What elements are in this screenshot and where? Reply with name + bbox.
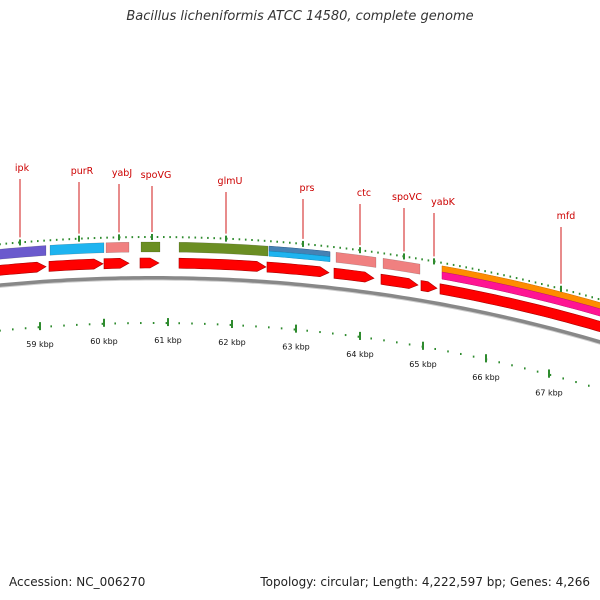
backbone-highlight bbox=[0, 279, 600, 345]
scale-label: 60 kbp bbox=[90, 337, 118, 346]
gene-label-spoVC: spoVC bbox=[392, 192, 422, 203]
feature-bar-spoVG bbox=[140, 241, 161, 253]
cds-arrow-2 bbox=[48, 258, 104, 272]
scale-label: 66 kbp bbox=[472, 373, 500, 382]
cds-arrow-7 bbox=[333, 267, 375, 283]
cds-arrow-4 bbox=[139, 257, 160, 269]
feature-bar-yabJ bbox=[105, 241, 130, 253]
scale-label: 62 kbp bbox=[218, 338, 246, 347]
feature-bar-mfd-bottom bbox=[441, 271, 600, 317]
cds-arrow-8 bbox=[380, 273, 419, 289]
cds-arrow-10 bbox=[439, 283, 600, 333]
backbone-layer bbox=[0, 276, 600, 345]
feature-layer bbox=[0, 241, 600, 317]
scale-label: 63 kbp bbox=[282, 343, 310, 352]
gene-label-spoVG: spoVG bbox=[141, 170, 172, 181]
label-layer: ipk purR yabJ spoVG glmU prs ctc spoVC yabK mfd bbox=[15, 163, 575, 284]
gene-label-yabK: yabK bbox=[431, 197, 455, 208]
cds-arrow-6 bbox=[266, 261, 330, 278]
gene-label-ipk: ipk bbox=[15, 163, 30, 174]
scale-label: 61 kbp bbox=[154, 336, 182, 345]
feature-bar-purR bbox=[49, 242, 105, 256]
cds-arrow-9 bbox=[420, 280, 438, 293]
feature-bar-prs-bottom bbox=[268, 250, 331, 262]
scale-label: 59 kbp bbox=[26, 340, 54, 349]
gene-label-glmU: glmU bbox=[218, 176, 243, 187]
scale-label: 67 kbp bbox=[535, 388, 563, 397]
scale-label: 65 kbp bbox=[409, 360, 437, 369]
cds-arrow-3 bbox=[103, 257, 130, 270]
gene-label-ctc: ctc bbox=[357, 188, 371, 199]
map-title: Bacillus licheniformis ATCC 14580, compl… bbox=[126, 9, 474, 24]
tick-layer bbox=[0, 234, 600, 301]
feature-bar-glmU bbox=[178, 241, 269, 257]
scale-layer: 59 kbp 60 kbp 61 kbp 62 kbp 63 kbp 64 kbp 65 k… bbox=[0, 318, 590, 397]
cds-arrow-1 bbox=[0, 261, 47, 276]
feature-bar-ipk bbox=[0, 245, 47, 260]
scale-label: 64 kbp bbox=[346, 350, 374, 359]
accession-text: Accession: NC_006270 bbox=[9, 575, 146, 589]
gene-label-mfd: mfd bbox=[557, 211, 576, 222]
feature-bar-ctc bbox=[335, 252, 377, 268]
gene-label-purR: purR bbox=[71, 166, 94, 177]
cds-layer bbox=[0, 257, 600, 333]
feature-bar-spoVC bbox=[382, 258, 421, 275]
cds-arrow-5 bbox=[178, 257, 267, 272]
gene-label-prs: prs bbox=[300, 183, 315, 194]
genome-stats-text: Topology: circular; Length: 4,222,597 bp… bbox=[260, 575, 590, 589]
backbone-arc bbox=[0, 276, 600, 345]
gene-label-yabJ: yabJ bbox=[112, 168, 132, 179]
